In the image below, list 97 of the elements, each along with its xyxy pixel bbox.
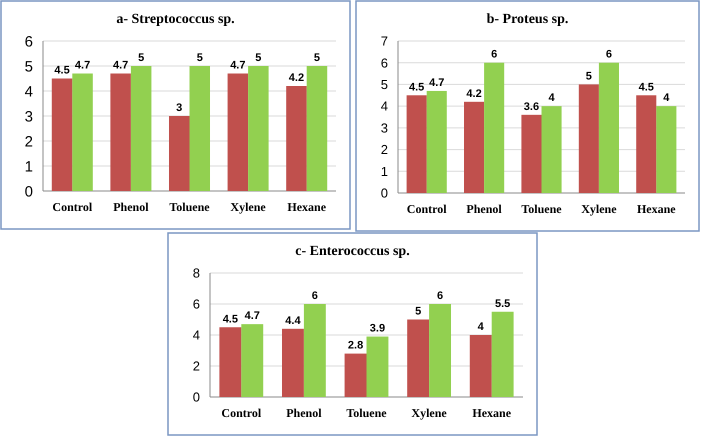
x-tick-label: Hexane [472, 406, 512, 420]
data-label: 4.7 [112, 60, 128, 72]
y-tick-label: 2 [192, 358, 200, 374]
bar [241, 324, 264, 397]
data-label: 5.5 [495, 298, 510, 310]
bar [306, 66, 328, 191]
y-tick-label: 8 [192, 266, 200, 281]
y-tick-label: 4 [24, 83, 33, 100]
x-tick-label: Phenol [113, 200, 150, 214]
data-label: 6 [312, 290, 318, 302]
y-tick-label: 6 [192, 296, 200, 312]
data-label: 4.5 [409, 81, 424, 94]
bar [492, 312, 514, 397]
y-tick-label: 3 [380, 120, 388, 136]
bar [52, 78, 72, 191]
x-tick-label: Phenol [466, 202, 502, 216]
bar [656, 106, 676, 193]
bar [407, 320, 430, 397]
bar [248, 66, 269, 191]
y-tick-label: 4 [192, 328, 200, 343]
bar [130, 66, 152, 191]
data-label: 6 [491, 48, 498, 61]
bar [228, 74, 248, 191]
x-tick-label: Hexane [287, 200, 327, 214]
y-tick-label: 6 [24, 33, 33, 50]
data-label: 4.5 [222, 313, 238, 326]
bar [110, 74, 131, 191]
data-label: 3.6 [524, 100, 540, 113]
y-tick-label: 6 [380, 55, 388, 70]
x-tick-label: Hexane [636, 202, 676, 216]
data-label: 2.8 [348, 340, 364, 352]
data-label: 4.4 [285, 314, 302, 327]
data-label: 5 [138, 52, 144, 64]
y-tick-label: 1 [380, 164, 388, 179]
bar [190, 66, 210, 191]
data-label: 5 [314, 52, 320, 64]
bar [470, 335, 492, 397]
chart-title: b- Proteus sp. [486, 12, 568, 27]
y-tick-label: 5 [380, 76, 388, 92]
y-tick-label: 3 [24, 108, 33, 126]
x-tick-label: Control [221, 406, 262, 420]
bar [464, 102, 484, 193]
bar [282, 328, 304, 397]
bar [286, 86, 307, 191]
y-tick-label: 0 [24, 183, 33, 200]
y-tick-label: 5 [24, 58, 33, 76]
data-label: 3 [176, 102, 182, 114]
x-tick-label: Xylene [230, 200, 266, 214]
bar [578, 84, 599, 193]
data-label: 4.7 [429, 76, 444, 89]
x-tick-label: Toluene [521, 202, 562, 216]
data-label: 5 [415, 306, 422, 318]
bar [304, 304, 326, 397]
x-tick-label: Toluene [169, 200, 210, 214]
bar [636, 95, 656, 193]
y-tick-label: 1 [24, 158, 33, 176]
data-label: 4.7 [230, 60, 246, 72]
bar [429, 304, 452, 397]
bar [344, 354, 366, 397]
y-tick-label: 4 [380, 98, 388, 114]
data-label: 6 [436, 290, 444, 302]
bar [521, 114, 542, 193]
x-tick-label: Control [406, 202, 448, 216]
bar [484, 62, 504, 193]
data-label: 4.7 [74, 60, 90, 72]
y-tick-label: 0 [192, 390, 200, 405]
y-tick-label: 2 [380, 142, 388, 158]
data-label: 6 [606, 48, 612, 61]
bar [542, 106, 562, 193]
bar [366, 336, 388, 397]
data-label: 4 [663, 92, 670, 104]
data-label: 4.2 [466, 88, 482, 100]
bar [72, 74, 93, 191]
data-label: 4.7 [244, 310, 260, 322]
bar [598, 62, 619, 193]
x-tick-label: Control [52, 200, 93, 214]
x-tick-label: Xylene [411, 406, 448, 420]
y-tick-label: 0 [380, 186, 388, 201]
data-label: 4 [548, 92, 556, 104]
x-tick-label: Toluene [346, 406, 388, 420]
data-label: 3.9 [370, 322, 386, 335]
y-tick-label: 2 [24, 133, 33, 150]
bar [426, 90, 447, 193]
x-tick-label: Xylene [581, 202, 618, 216]
x-tick-label: Phenol [286, 406, 322, 420]
data-label: 5 [255, 52, 262, 64]
data-label: 4 [478, 321, 485, 333]
y-tick-label: 7 [380, 34, 388, 49]
chart-title: a- Streptococcus sp. [116, 12, 235, 27]
chart-title: c- Enterococcus sp. [295, 244, 410, 259]
bar [406, 95, 427, 193]
bar [219, 327, 242, 397]
data-label: 4.2 [288, 72, 304, 84]
data-label: 4.5 [54, 64, 70, 76]
data-label: 4.5 [638, 81, 654, 94]
data-label: 5 [586, 70, 592, 82]
bar [168, 116, 190, 191]
